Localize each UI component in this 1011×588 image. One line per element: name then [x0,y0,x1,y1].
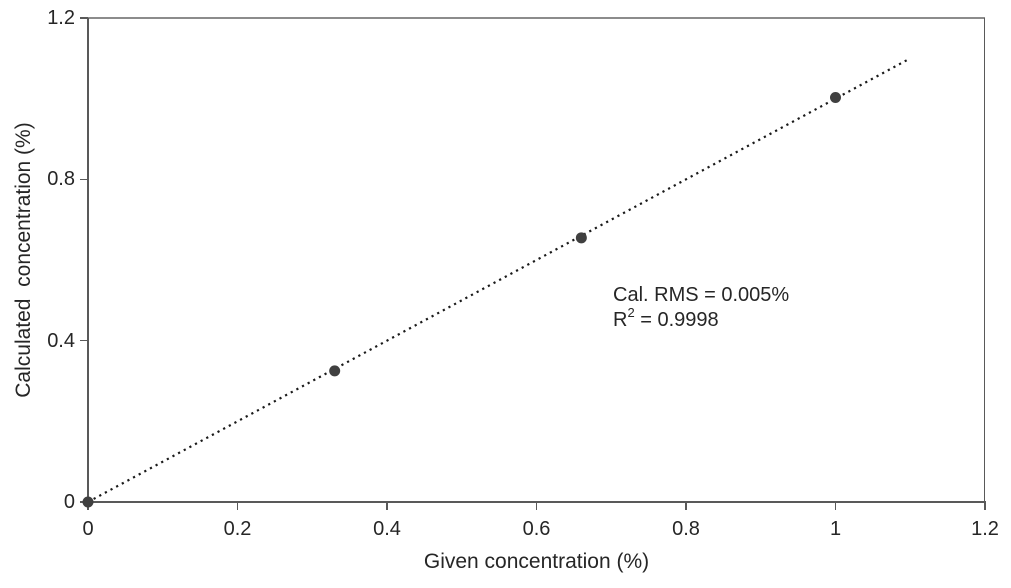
y-tick-label: 0.4 [47,329,75,352]
y-axis-line [87,18,89,502]
x-tick-label: 1.2 [971,518,999,540]
x-axis-tick [386,502,388,510]
trendline [87,57,911,503]
x-tick-label: 0.6 [522,518,551,540]
x-tick-label: 0 [82,518,94,540]
x-tick-label: 0.2 [223,518,252,540]
x-tick-label: 1 [829,518,842,540]
x-axis-tick [984,502,986,510]
annotation-line-r2: R2 = 0.9998 [613,305,719,331]
data-point [329,365,341,377]
y-axis-title: Calculated concentration (%) [12,122,35,398]
x-axis-title: Given concentration (%) [423,550,650,573]
annotation: Cal. RMS = 0.005% R2 = 0.9998 [613,283,789,333]
x-axis-tick [535,502,538,510]
x-tick-label: 0.4 [373,518,401,540]
x-axis-tick [236,502,239,510]
plot-border-right [984,18,986,503]
x-tick-label: 0.8 [672,518,700,540]
y-tick-label: 0.8 [47,168,75,191]
x-axis-tick [834,502,837,510]
y-tick-label: 1.2 [47,7,75,29]
data-point [830,91,841,103]
superscript-2: 2 [627,305,635,321]
data-point [575,232,587,244]
y-tick-label: 0 [63,491,75,513]
y-axis-tick [80,17,88,19]
plot-border-top [88,17,985,19]
x-axis-tick [685,502,687,510]
y-axis-tick [80,339,88,342]
x-axis-line [87,501,986,503]
data-point [82,496,94,508]
annotation-line-rms: Cal. RMS = 0.005% [613,284,790,306]
y-axis-tick [80,178,88,181]
